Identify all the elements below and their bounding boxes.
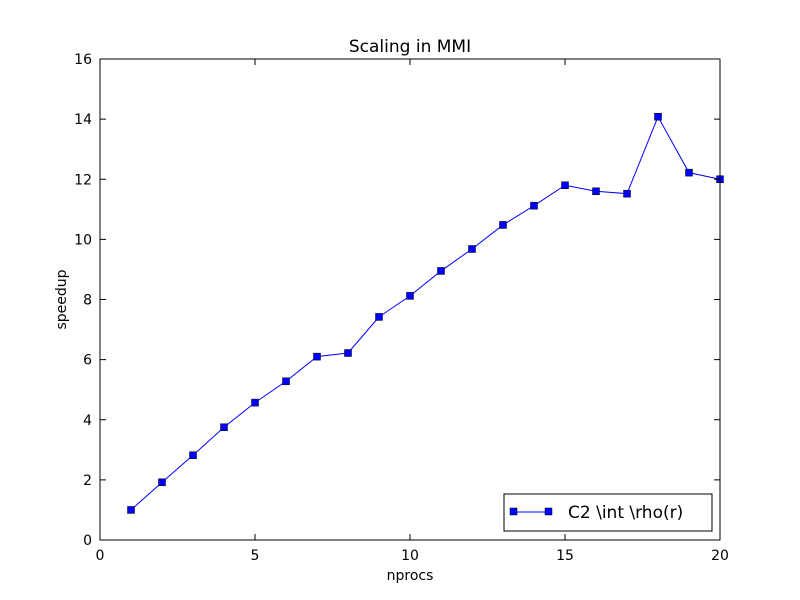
data-point bbox=[158, 478, 166, 487]
data-point bbox=[344, 349, 352, 357]
data-point bbox=[189, 451, 197, 459]
y-tick-label: 16 bbox=[74, 52, 92, 68]
data-point bbox=[530, 201, 538, 210]
x-tick-label: 5 bbox=[251, 548, 260, 564]
x-tick-label: 15 bbox=[556, 548, 574, 564]
data-point bbox=[499, 221, 507, 229]
y-tick-label: 10 bbox=[74, 232, 92, 248]
y-tick-label: 4 bbox=[83, 413, 92, 429]
data-point bbox=[127, 506, 135, 514]
data-point bbox=[592, 187, 600, 196]
y-axis-label: speedup bbox=[54, 269, 70, 329]
y-tick-label: 0 bbox=[83, 533, 92, 549]
data-point bbox=[468, 245, 476, 253]
y-tick-label: 12 bbox=[74, 172, 92, 188]
data-point bbox=[623, 189, 631, 198]
chart-title: Scaling in MMI bbox=[349, 37, 471, 57]
data-point bbox=[437, 267, 445, 275]
x-tick-label: 10 bbox=[401, 548, 419, 564]
legend: C2 \int \rho(r) bbox=[503, 493, 713, 532]
y-tick-label: 8 bbox=[83, 293, 92, 309]
data-point bbox=[654, 112, 662, 121]
data-point bbox=[561, 181, 569, 190]
legend-marker-left bbox=[509, 507, 518, 516]
x-axis: 0 5 10 15 20 bbox=[96, 59, 729, 564]
data-point bbox=[313, 352, 321, 361]
data-point bbox=[685, 168, 693, 177]
data-point bbox=[282, 377, 290, 386]
y-tick-label: 14 bbox=[74, 112, 92, 128]
y-tick-label: 6 bbox=[83, 353, 92, 369]
legend-label: C2 \int \rho(r) bbox=[568, 503, 683, 523]
data-point bbox=[375, 313, 383, 321]
y-tick-label: 2 bbox=[83, 473, 92, 489]
data-point bbox=[251, 398, 259, 407]
x-tick-label: 0 bbox=[96, 548, 105, 564]
x-axis-label: nprocs bbox=[387, 568, 434, 584]
data-point bbox=[406, 292, 414, 300]
plot-area bbox=[127, 112, 724, 514]
x-tick-label: 20 bbox=[711, 548, 729, 564]
legend-marker-right bbox=[544, 507, 553, 516]
data-point bbox=[220, 423, 228, 432]
y-axis: 0 2 4 6 8 10 12 14 16 bbox=[74, 52, 720, 549]
series-line bbox=[130, 115, 721, 511]
